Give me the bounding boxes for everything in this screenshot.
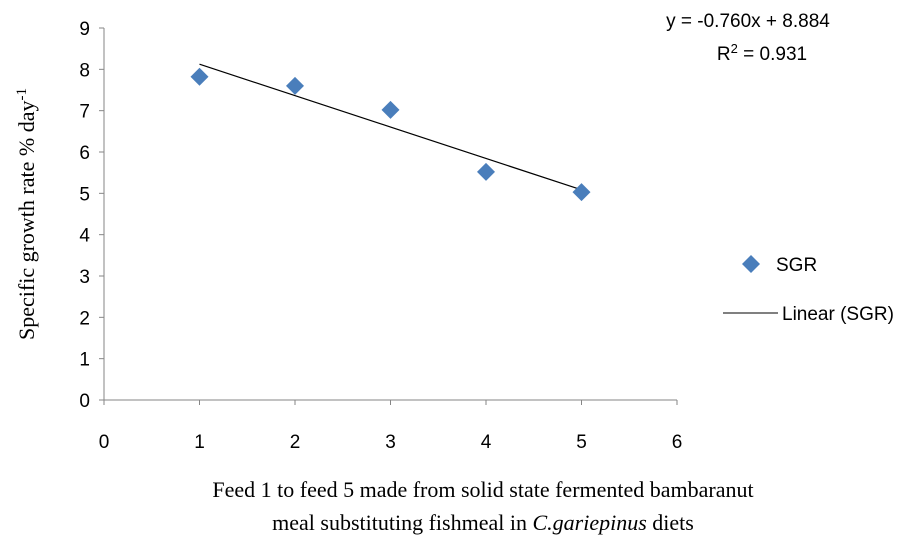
- sgr-data-point: [572, 183, 591, 202]
- y-tick-label: 6: [79, 143, 90, 164]
- x-tick-label: 6: [672, 432, 683, 453]
- y-tick-label: 1: [79, 350, 90, 371]
- y-ticks: 0 1 2 3 4 5 6 7 8 9: [79, 19, 104, 412]
- equation-label: y = -0.760x + 8.884: [666, 11, 830, 32]
- sgr-data-point: [286, 76, 304, 95]
- legend: SGR Linear (SGR): [723, 255, 894, 325]
- legend-label-linear: Linear (SGR): [782, 304, 894, 325]
- y-tick-label: 0: [79, 391, 90, 412]
- y-tick-label: 2: [79, 308, 90, 329]
- trendline-equation: y = -0.760x + 8.884 R2 = 0.931: [666, 11, 830, 65]
- x-tick-label: 1: [194, 432, 205, 453]
- r-squared-label: R2 = 0.931: [717, 41, 807, 66]
- y-tick-label: 7: [79, 102, 90, 123]
- x-ticks: 0 1 2 3 4 5 6: [99, 400, 683, 453]
- trendline-group: [199, 63, 582, 191]
- y-tick-label: 4: [79, 226, 90, 247]
- sgr-data-point: [190, 67, 209, 86]
- x-tick-label: 4: [481, 432, 492, 453]
- data-points: [190, 67, 591, 202]
- legend-marker-diamond: [742, 255, 760, 273]
- y-axis-title: Specific growth rate % day-1: [14, 88, 39, 340]
- x-axis-title-line1: Feed 1 to feed 5 made from solid state f…: [212, 477, 753, 502]
- legend-label-sgr: SGR: [776, 255, 817, 276]
- y-tick-label: 5: [79, 184, 90, 205]
- sgr-data-point: [477, 162, 495, 181]
- x-tick-label: 5: [576, 432, 587, 453]
- plot-area: 0 1 2 3 4 5 6 7 8 9 0 1 2 3 4 5 6: [79, 19, 682, 453]
- y-tick-label: 8: [79, 60, 90, 81]
- y-tick-label: 9: [79, 19, 90, 40]
- x-tick-label: 3: [385, 432, 396, 453]
- sgr-data-point: [381, 100, 400, 119]
- x-tick-label: 2: [290, 432, 301, 453]
- y-tick-label: 3: [79, 267, 90, 288]
- x-axis-title-line2: meal substituting fishmeal in C.gariepin…: [272, 510, 694, 535]
- x-tick-label: 0: [99, 432, 110, 453]
- trendline-linear-sgr: [199, 63, 582, 191]
